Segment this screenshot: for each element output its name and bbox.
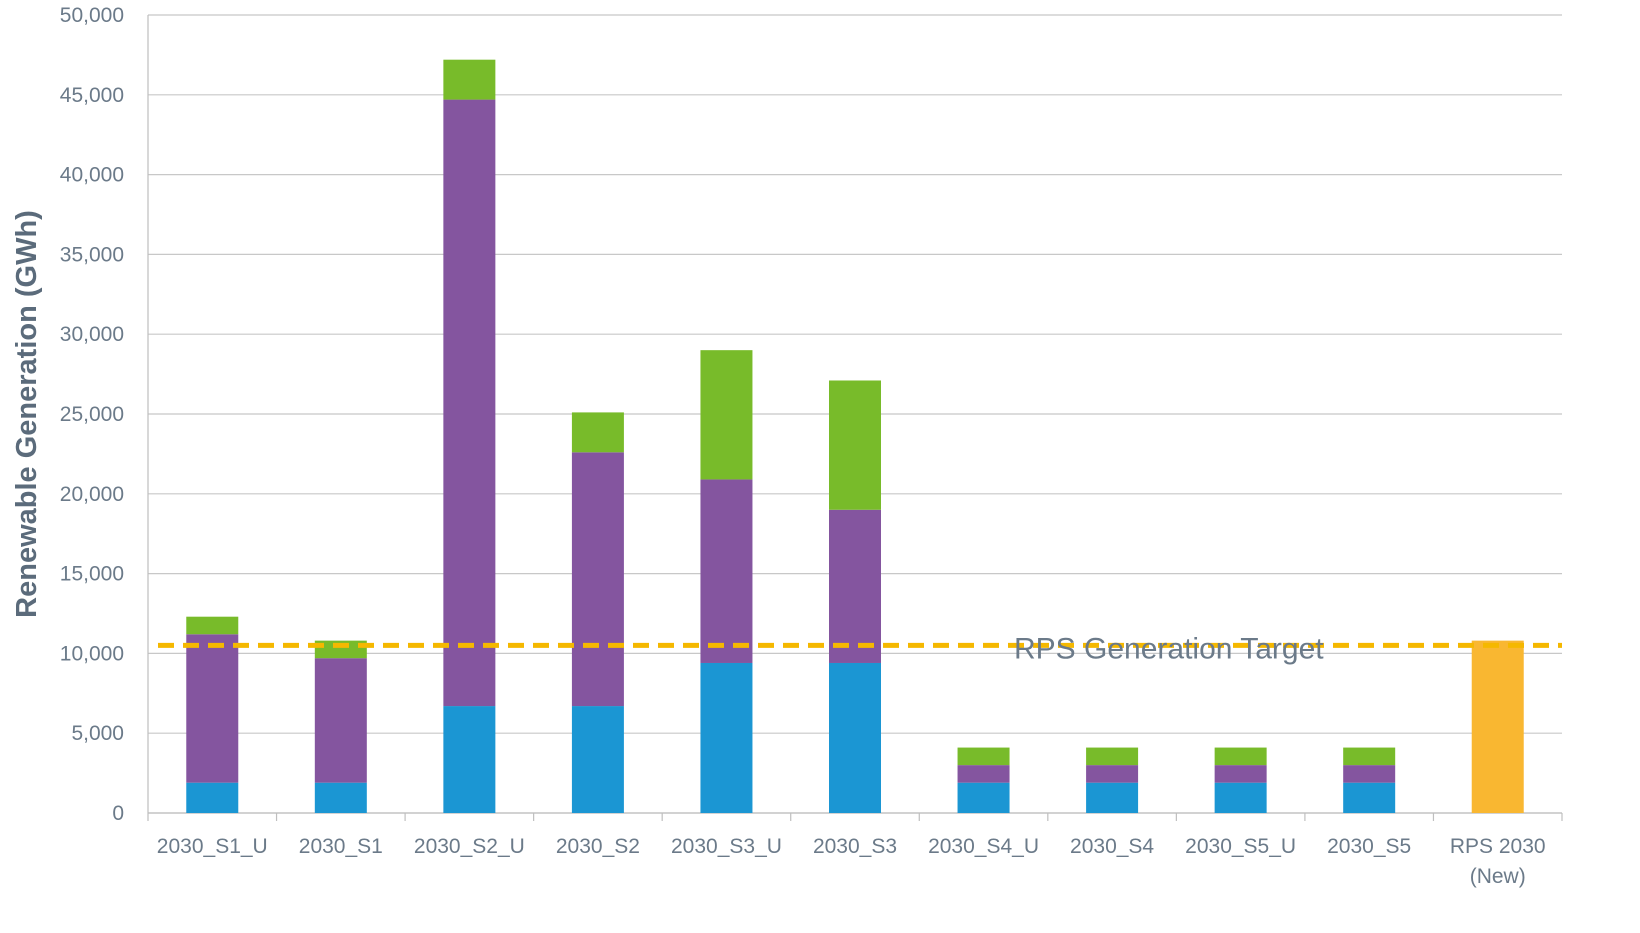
y-tick-label: 45,000 [60, 84, 124, 107]
bar-segment [1343, 747, 1396, 766]
bar-segment [700, 479, 753, 663]
x-tick-label: 2030_S5 [1327, 835, 1411, 858]
bar-segment [829, 380, 881, 510]
x-tick-label: 2030_S1_U [157, 835, 268, 858]
bar-segment [700, 350, 753, 480]
bar-segment [1086, 765, 1139, 783]
bar-segment [571, 452, 624, 707]
y-tick-label: 30,000 [60, 323, 124, 346]
bar-segment [829, 662, 881, 813]
bar-segment [957, 747, 1010, 766]
bar-segment [1471, 640, 1524, 813]
bar-segment [957, 782, 1010, 813]
bar-segment [314, 658, 367, 783]
bar-segment [443, 59, 496, 100]
bar-segment [829, 509, 881, 663]
bar-segment [314, 782, 367, 813]
x-tick-label: 2030_S4 [1070, 835, 1154, 858]
bar-segment [1343, 782, 1396, 813]
x-tick-label: RPS 2030 (New) [1450, 835, 1546, 888]
y-tick-label: 50,000 [60, 4, 124, 27]
bar-segment [186, 634, 239, 783]
x-tick-label: 2030_S1 [299, 835, 383, 858]
y-tick-label: 35,000 [60, 243, 124, 266]
bar-segment [1086, 782, 1139, 813]
y-tick-label: 5,000 [71, 722, 124, 745]
bar-segment [314, 640, 367, 659]
x-tick-label: 2030_S4_U [928, 835, 1039, 858]
bar-segment [186, 616, 239, 635]
bar-segment [1343, 765, 1396, 783]
bar-segment [1214, 747, 1267, 766]
bar-segment [1086, 747, 1139, 766]
y-tick-label: 40,000 [60, 164, 124, 187]
bar-segment [443, 99, 496, 707]
x-tick-label: 2030_S3_U [671, 835, 782, 858]
y-tick-label: 10,000 [60, 642, 124, 665]
target-label: RPS Generation Target [1014, 632, 1324, 665]
bar-segment [186, 782, 239, 813]
bar-segment [1214, 765, 1267, 783]
x-tick-label: 2030_S2 [556, 835, 640, 858]
y-axis-label: Renewable Generation (GWh) [11, 210, 43, 618]
x-tick-label: 2030_S5_U [1185, 835, 1296, 858]
x-tick-label: 2030_S2_U [414, 835, 525, 858]
y-tick-label: 25,000 [60, 403, 124, 426]
bar-segment [571, 412, 624, 453]
y-tick-label: 20,000 [60, 483, 124, 506]
bar-segment [700, 662, 753, 813]
x-tick-label: 2030_S3 [813, 835, 897, 858]
bar-segment [571, 706, 624, 813]
bar-segment [957, 765, 1010, 783]
bar-segment [1214, 782, 1267, 813]
y-tick-label: 0 [112, 802, 124, 825]
bar-segment [443, 706, 496, 813]
y-tick-label: 15,000 [60, 563, 124, 586]
